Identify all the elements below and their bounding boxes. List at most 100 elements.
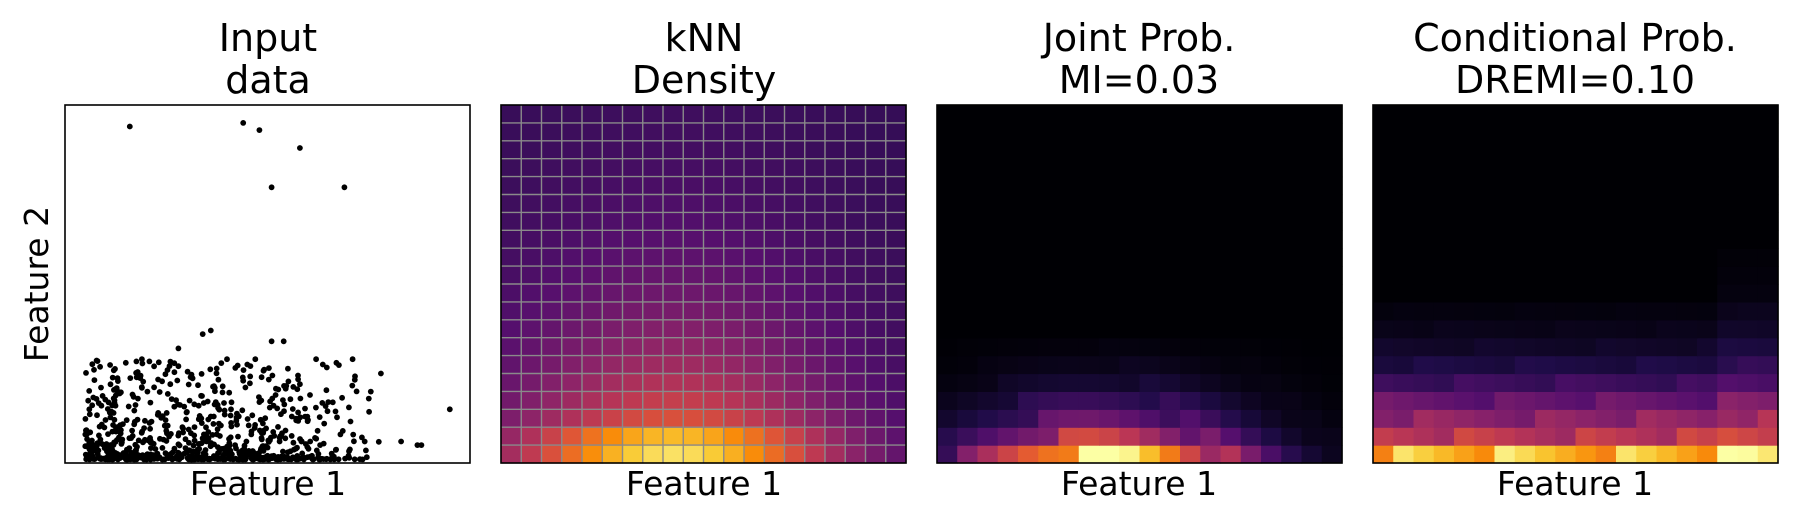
heatmap-cell [784, 355, 806, 375]
heatmap-cell [1535, 194, 1556, 213]
scatter-point [216, 406, 223, 413]
heatmap-cell [501, 445, 522, 464]
heatmap-cell [784, 337, 806, 357]
heatmap-cell [1058, 319, 1080, 339]
heatmap-cell [1139, 212, 1161, 231]
scatter-point [247, 373, 254, 380]
heatmap-cell [1757, 445, 1779, 464]
heatmap-cell [1240, 230, 1262, 249]
scatter-point [287, 396, 294, 403]
heatmap-cell [1616, 194, 1637, 213]
heatmap-cell [1595, 409, 1617, 428]
scatter-point [302, 441, 309, 447]
scatter-point [267, 398, 273, 405]
heatmap-cell [1454, 105, 1475, 124]
heatmap-cell [1616, 140, 1637, 160]
heatmap-cell [1373, 355, 1394, 375]
heatmap-cell [1616, 105, 1637, 124]
heatmap-cell [957, 445, 979, 464]
heatmap-cell [885, 176, 907, 196]
scatter-point [302, 405, 308, 412]
heatmap-cell [1119, 409, 1141, 428]
heatmap-cell [804, 158, 826, 178]
heatmap-cell [1200, 445, 1222, 464]
heatmap-cell [1139, 355, 1161, 375]
heatmap-cell [1018, 319, 1039, 339]
scatter-point [95, 447, 102, 454]
heatmap-cell [1139, 194, 1161, 213]
heatmap-cell [1656, 373, 1678, 392]
heatmap-cell [1413, 409, 1435, 428]
heatmap-cell [642, 427, 664, 446]
heatmap-cell [1433, 445, 1455, 464]
scatter-point [95, 400, 102, 406]
heatmap-cell [1159, 427, 1181, 446]
x-axis-label: Feature 1 [190, 464, 346, 503]
scatter-point [217, 433, 223, 439]
scatter-point [159, 456, 166, 463]
panel-knn-density: kNN Density Feature 1 [500, 16, 907, 503]
heatmap-cell [1717, 409, 1739, 428]
scatter-point [129, 427, 136, 434]
heatmap-cell [561, 212, 583, 231]
heatmap-cell [1636, 337, 1658, 357]
heatmap-cell [804, 355, 826, 375]
heatmap-cell [1697, 409, 1718, 428]
scatter-point [221, 407, 228, 414]
scatter-point [228, 399, 235, 406]
heatmap-cell [1676, 122, 1698, 142]
heatmap-cell [1656, 248, 1678, 267]
heatmap-cell [977, 391, 999, 410]
heatmap-cell [1038, 105, 1060, 124]
heatmap-cell [703, 194, 725, 213]
heatmap-cell [977, 230, 999, 249]
scatter-point [82, 416, 89, 422]
heatmap-cell [1281, 427, 1303, 446]
scatter-point [176, 442, 183, 449]
heatmap-cell [1220, 230, 1242, 249]
heatmap-cell [1099, 176, 1120, 196]
heatmap-cell [622, 301, 644, 321]
heatmap-cell [1413, 122, 1435, 142]
heatmap-cell [561, 158, 583, 178]
title-knn-line1: kNN [665, 16, 744, 60]
heatmap-cell [602, 427, 624, 446]
title-conditional-line1: Conditional Prob. [1413, 16, 1737, 60]
scatter-point [280, 397, 286, 403]
heatmap-cell [1535, 373, 1556, 392]
heatmap-cell [642, 194, 664, 213]
heatmap-cell [1514, 105, 1536, 124]
scatter-point [297, 414, 304, 421]
heatmap-cell [582, 212, 603, 231]
scatter-point [240, 367, 247, 373]
heatmap-cell [1636, 105, 1658, 124]
scatter-point [207, 366, 214, 373]
heatmap-cell [804, 284, 826, 303]
heatmap-cell [784, 319, 806, 339]
heatmap-cell [1717, 284, 1739, 303]
heatmap-cell [977, 355, 999, 375]
heatmap-cell [521, 409, 543, 428]
heatmap-cell [1757, 319, 1779, 339]
heatmap-cell [1595, 122, 1617, 142]
heatmap-cell [1281, 158, 1303, 178]
heatmap-cell [865, 212, 887, 231]
scatter-point [263, 425, 269, 432]
heatmap-cell [957, 301, 979, 321]
heatmap-cell [1656, 284, 1678, 303]
heatmap-cell [1281, 319, 1303, 339]
heatmap-cell [1454, 176, 1475, 196]
heatmap-cell [1240, 158, 1262, 178]
heatmap-cell [937, 391, 958, 410]
heatmap-cell [1393, 284, 1415, 303]
heatmap-cell [1038, 194, 1060, 213]
heatmap-cell [957, 266, 979, 285]
scatter-point [265, 376, 272, 383]
heatmap-cell [1373, 212, 1394, 231]
heatmap-cell [1575, 427, 1597, 446]
heatmap-cell [1636, 301, 1658, 321]
heatmap-cell [1119, 140, 1141, 160]
heatmap-cell [642, 105, 664, 124]
heatmap-cell [1078, 284, 1100, 303]
heatmap-cell [1058, 445, 1080, 464]
